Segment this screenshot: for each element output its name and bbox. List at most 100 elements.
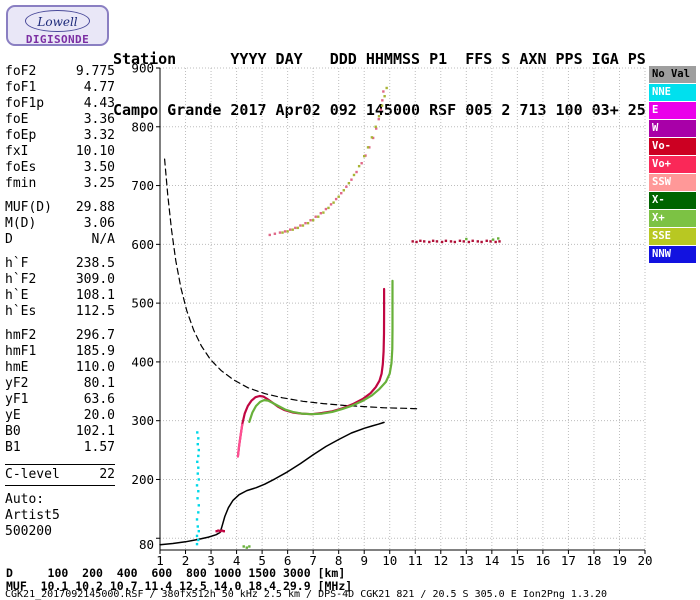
- param-value: 3.06: [83, 216, 115, 231]
- param-value: 1.57: [83, 440, 115, 455]
- axes: [156, 67, 646, 554]
- x-tick-label: 1: [156, 553, 164, 568]
- param-hmf1: hmF1 185.9: [5, 344, 115, 360]
- param-value: 9.775: [75, 64, 115, 79]
- legend-ssw: SSW: [649, 174, 696, 191]
- param-hf: h`F 238.5: [5, 256, 115, 272]
- param-label: D: [5, 232, 13, 247]
- param-value: 3.25: [83, 176, 115, 191]
- x-mode-second-hop: [281, 86, 388, 234]
- param-value: 108.1: [75, 288, 115, 303]
- param-value: 4.43: [83, 96, 115, 111]
- e-es-trace: [215, 529, 226, 533]
- parameter-group: foF2 9.775 foF1 4.77 foF1p 4.43 foE 3.36 foEp 3.3…: [5, 64, 115, 192]
- x-tick-label: 12: [433, 553, 448, 568]
- param-value: 22: [99, 467, 115, 482]
- param-value: 4.77: [83, 80, 115, 95]
- param-value: 3.36: [83, 112, 115, 127]
- param-value: 3.50: [83, 160, 115, 175]
- param-value: 309.0: [75, 272, 115, 287]
- param-label: hmE: [5, 360, 29, 375]
- param-label: h`F2: [5, 272, 37, 287]
- param-hme: hmE 110.0: [5, 360, 115, 376]
- x-tick-label: 2: [182, 553, 190, 568]
- parameter-group: MUF(D) 29.88 M(D) 3.06 D N/A: [5, 200, 115, 248]
- param-hf2: h`F2 309.0: [5, 272, 115, 288]
- param-label: foE: [5, 112, 29, 127]
- param-value: 102.1: [75, 424, 115, 439]
- lowell-digisonde-logo: Lowell DIGISONDE: [6, 5, 109, 46]
- grid-lines: [160, 67, 646, 550]
- legend-vo-: Vo-: [649, 138, 696, 155]
- x-tick-label: 7: [309, 553, 317, 568]
- param-label: C-level: [5, 467, 60, 482]
- param-value: 20.0: [83, 408, 115, 423]
- distance-row: D 100 200 400 600 800 1000 1500 3000 [km…: [6, 566, 346, 580]
- param-label: h`E: [5, 288, 29, 303]
- param-ye: yE 20.0: [5, 408, 115, 424]
- parameter-group: Auto: Artist5 500200: [5, 492, 115, 540]
- y-tick-label: 200: [131, 472, 154, 487]
- x-tick-label: 20: [637, 553, 652, 568]
- param-value: 238.5: [75, 256, 115, 271]
- param-value: 110.0: [75, 360, 115, 375]
- param-label: foEs: [5, 160, 37, 175]
- y-tick-label: 80: [139, 537, 154, 552]
- legend-nnw: NNW: [649, 246, 696, 263]
- x-tick-label: 13: [459, 553, 474, 568]
- param-artist5: Artist5: [5, 508, 115, 524]
- param-value: 80.1: [83, 376, 115, 391]
- scaled-parameters-panel: foF2 9.775 foF1 4.77 foF1p 4.43 foE 3.36 foEp 3.3…: [5, 64, 115, 548]
- legend-e: E: [649, 102, 696, 119]
- parameter-group: hmF2 296.7 hmF1 185.9 hmE 110.0 yF2 80.1 yF1 63.6…: [5, 328, 115, 456]
- legend-nne: NNE: [649, 84, 696, 101]
- param-label: fxI: [5, 144, 29, 159]
- o-mode-second-hop: [268, 90, 385, 237]
- param-label: MUF(D): [5, 200, 52, 215]
- legend-sse: SSE: [649, 228, 696, 245]
- param-fof2: foF2 9.775: [5, 64, 115, 80]
- y-tick-label: 600: [131, 237, 154, 252]
- x-tick-label: 11: [408, 553, 423, 568]
- legend-vo+: Vo+: [649, 156, 696, 173]
- y-tick-label: 800: [131, 119, 154, 134]
- parameter-group: C-level 22: [5, 464, 115, 486]
- x-tick-label: 10: [382, 553, 397, 568]
- param-label: Artist5: [5, 508, 60, 523]
- x-mode-f-trace: [248, 279, 394, 423]
- x-tick-label: 5: [258, 553, 266, 568]
- param-b1: B1 1.57: [5, 440, 115, 456]
- param-label: Auto:: [5, 492, 45, 507]
- y-tick-label: 500: [131, 296, 154, 311]
- x-tick-label: 15: [510, 553, 525, 568]
- doppler-direction-legend: No Val NNE E W Vo- Vo+ SSW X- X+ SSE NNW: [649, 66, 696, 264]
- param-hes: h`Es 112.5: [5, 304, 115, 320]
- param-value: 296.7: [75, 328, 115, 343]
- param-foes: foEs 3.50: [5, 160, 115, 176]
- param-value: N/A: [91, 232, 115, 247]
- legend-no-val: No Val: [649, 66, 696, 83]
- muf-row: MUF 10.1 10.2 10.7 11.4 12.5 14.0 18.4 2…: [6, 579, 353, 593]
- x-tick-label: 4: [233, 553, 241, 568]
- param-label: B0: [5, 424, 21, 439]
- param-label: h`F: [5, 256, 29, 271]
- header-column-values: Campo Grande 2017 Apr02 092 145000 RSF 0…: [113, 101, 646, 119]
- param-value: 112.5: [75, 304, 115, 319]
- param-500200: 500200: [5, 524, 115, 540]
- o-mode-leading-edge: [236, 423, 244, 458]
- legend-x-: X-: [649, 192, 696, 209]
- param-label: fmin: [5, 176, 37, 191]
- muf-transmission-curve: [164, 158, 421, 410]
- param-value: 29.88: [75, 200, 115, 215]
- param-label: yF1: [5, 392, 29, 407]
- param-label: hmF1: [5, 344, 37, 359]
- x-tick-label: 3: [207, 553, 215, 568]
- param-hmf2: hmF2 296.7: [5, 328, 115, 344]
- param-auto: Auto:: [5, 492, 115, 508]
- param-yf1: yF1 63.6: [5, 392, 115, 408]
- logo-lowell-text: Lowell: [37, 15, 78, 29]
- param-value: 63.6: [83, 392, 115, 407]
- parameter-group: h`F 238.5 h`F2 309.0 h`E 108.1 h`Es 112.5: [5, 256, 115, 320]
- param-label: foF2: [5, 64, 37, 79]
